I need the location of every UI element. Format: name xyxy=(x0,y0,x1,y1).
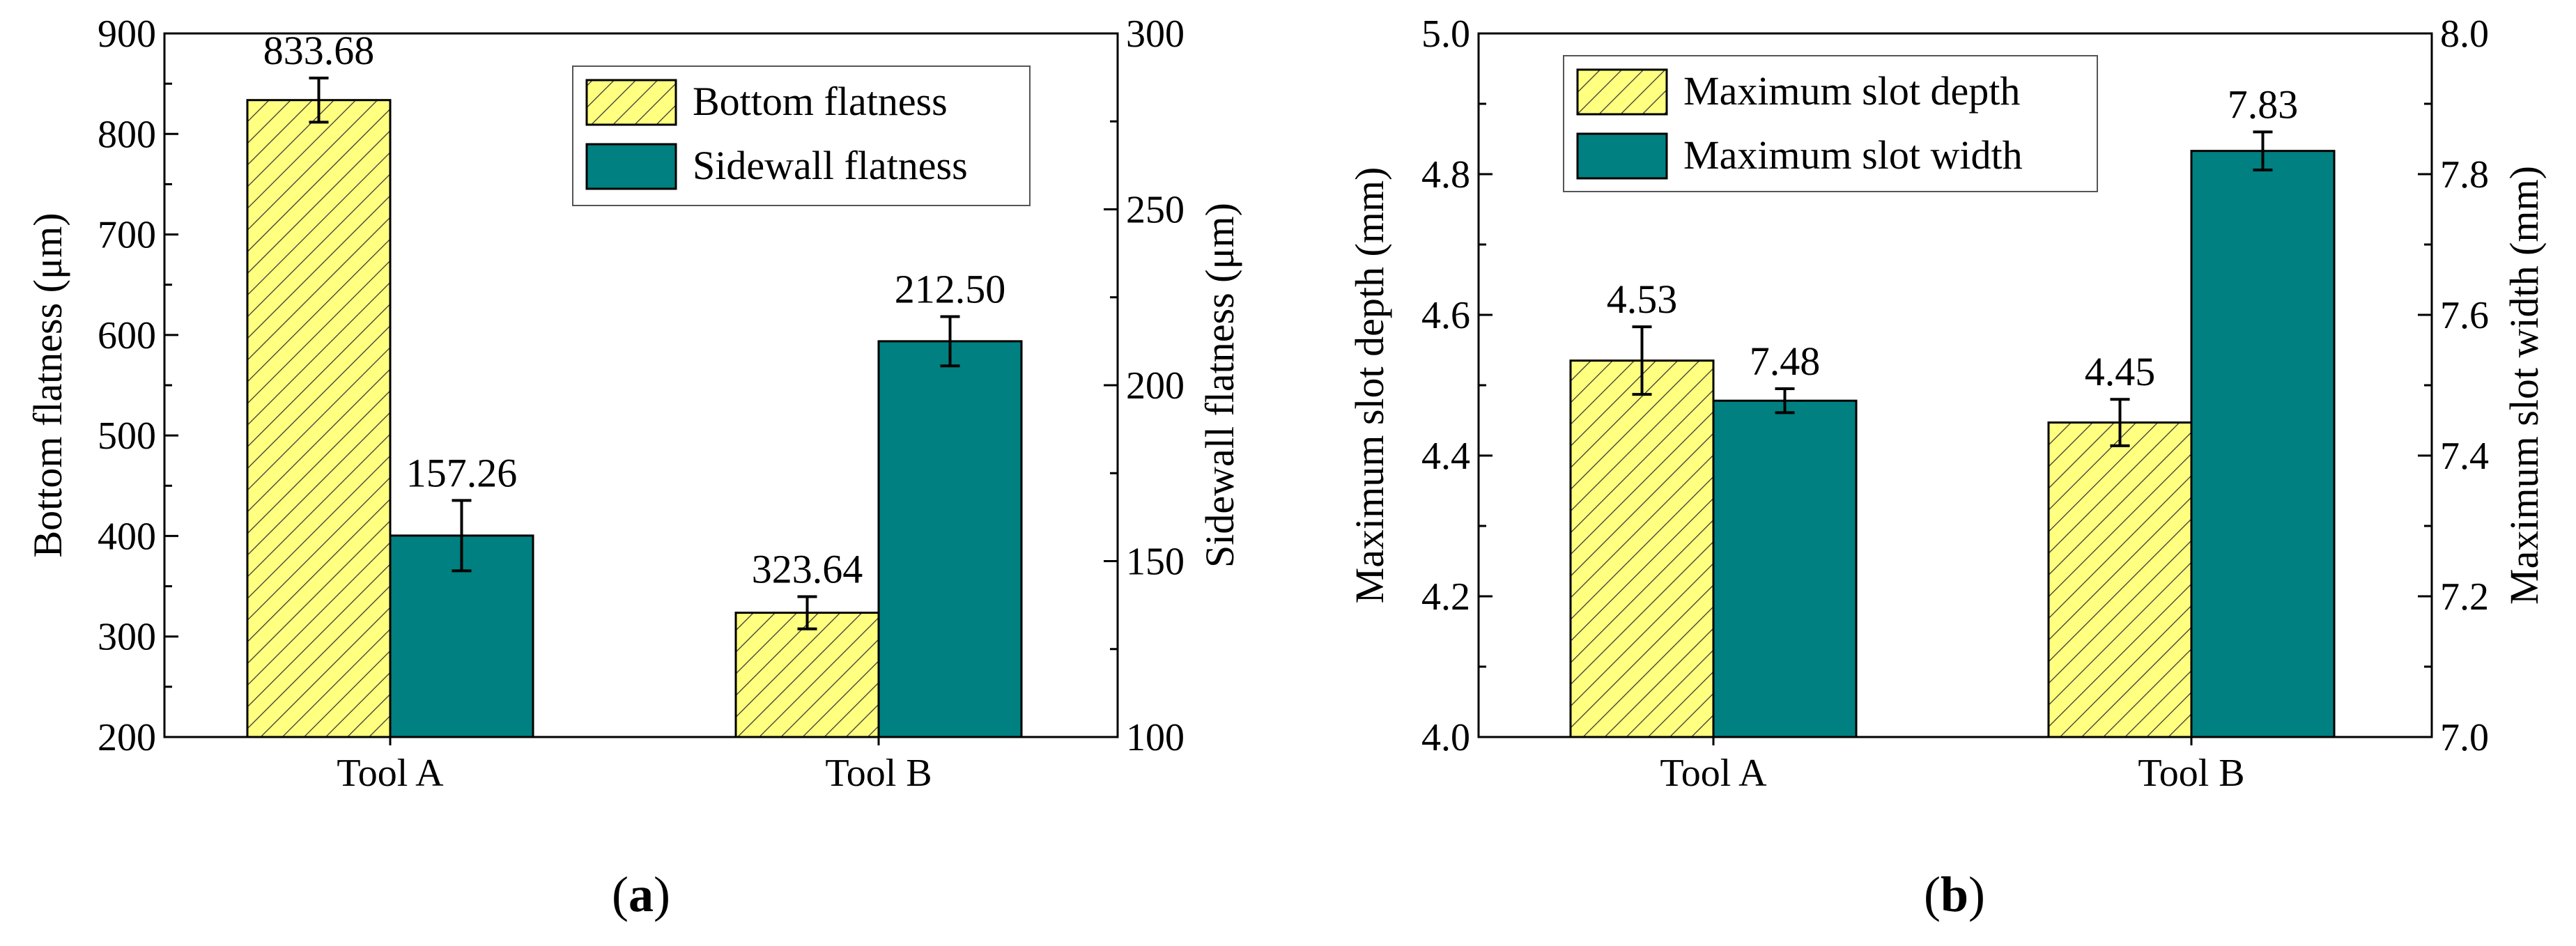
right-tick-label: 250 xyxy=(1126,189,1185,232)
legend-label: Maximum slot width xyxy=(1683,132,2023,178)
legend-swatch-hatched xyxy=(585,79,677,126)
x-tick-label: Tool B xyxy=(825,752,932,795)
data-label: 833.68 xyxy=(263,28,375,73)
data-label: 323.64 xyxy=(752,547,863,592)
legend-label: Sidewall flatness xyxy=(693,143,968,188)
x-tick-label: Tool A xyxy=(1660,752,1767,795)
bar-maximum-slot-width-tool-b xyxy=(2190,150,2336,738)
right-tick-label: 150 xyxy=(1126,541,1185,584)
legend-swatch-hatched xyxy=(1576,68,1668,116)
right-tick-label: 7.8 xyxy=(2440,153,2489,196)
left-tick-label: 4.8 xyxy=(1421,153,1470,196)
chart-panel-a: 833.68 323.64 157.26 212.50 200 300 400 500 600 7… xyxy=(25,13,1242,922)
left-tick-label: 4.0 xyxy=(1421,716,1470,759)
data-label: 157.26 xyxy=(406,450,518,495)
chart-panel-b: 4.53 4.45 7.48 7.83 4.0 4.2 4.4 4.6 4.8 5.0 7.0 7.2… xyxy=(1347,13,2547,922)
x-tick-label: Tool A xyxy=(337,752,444,795)
legend-label: Maximum slot depth xyxy=(1683,68,2020,114)
left-axis-title: Bottom flatness (μm) xyxy=(25,212,70,557)
left-tick-label: 200 xyxy=(98,716,156,759)
left-tick-label: 500 xyxy=(98,414,156,458)
right-axis-title: Sidewall flatness (μm) xyxy=(1197,203,1242,568)
left-tick-label: 300 xyxy=(98,616,156,659)
legend-label: Bottom flatness xyxy=(693,79,948,124)
right-axis-title: Maximum slot width (mm) xyxy=(2501,166,2547,605)
left-tick-label: 900 xyxy=(98,13,156,56)
left-tick-label: 4.4 xyxy=(1421,435,1470,478)
left-tick-label: 800 xyxy=(98,113,156,156)
bar-maximum-slot-width-tool-a xyxy=(1712,399,1858,738)
left-axis-title: Maximum slot depth (mm) xyxy=(1347,167,1392,604)
right-tick-label: 7.6 xyxy=(2440,294,2489,337)
bar-bottom-flatness-tool-a xyxy=(246,99,392,738)
left-tick-label: 4.6 xyxy=(1421,294,1470,337)
data-label: 4.53 xyxy=(1607,277,1678,322)
bar-bottom-flatness-tool-b xyxy=(734,612,880,738)
data-label: 212.50 xyxy=(895,267,1006,312)
bar-maximum-slot-depth-tool-a xyxy=(1569,359,1715,738)
right-tick-label: 8.0 xyxy=(2440,13,2489,56)
legend-swatch-teal xyxy=(1576,132,1668,180)
right-tick-label: 7.0 xyxy=(2440,716,2489,759)
data-label: 7.83 xyxy=(2228,82,2299,127)
legend-swatch-teal xyxy=(585,143,677,190)
right-tick-label: 7.2 xyxy=(2440,575,2489,619)
left-tick-label: 700 xyxy=(98,214,156,257)
left-tick-label: 400 xyxy=(98,515,156,558)
left-tick-label: 600 xyxy=(98,314,156,357)
x-tick-label: Tool B xyxy=(2138,752,2244,795)
left-tick-label: 4.2 xyxy=(1421,575,1470,619)
right-tick-label: 100 xyxy=(1126,716,1185,759)
data-label: 7.48 xyxy=(1750,339,1821,384)
right-tick-label: 200 xyxy=(1126,364,1185,408)
panel-label: (a) xyxy=(612,867,670,922)
right-tick-label: 7.4 xyxy=(2440,435,2489,478)
left-tick-label: 5.0 xyxy=(1421,13,1470,56)
right-tick-label: 300 xyxy=(1126,13,1185,56)
data-label: 4.45 xyxy=(2085,349,2156,394)
panel-label: (b) xyxy=(1924,867,1985,922)
bar-sidewall-flatness-tool-b xyxy=(877,340,1023,738)
bar-maximum-slot-depth-tool-b xyxy=(2047,421,2193,738)
